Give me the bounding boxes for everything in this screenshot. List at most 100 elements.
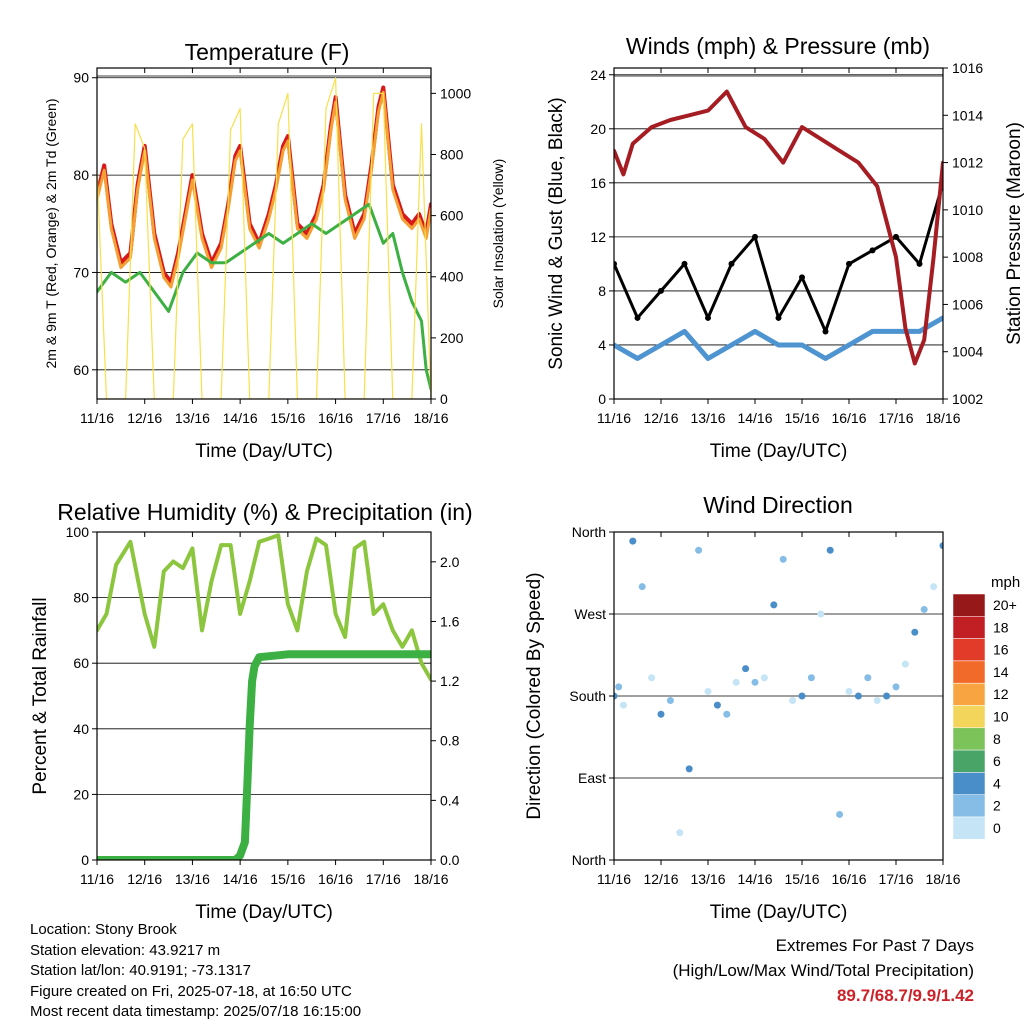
y-right-tick-label: 800	[440, 146, 464, 162]
y-axis-label: Percent & Total Rainfall	[30, 597, 51, 794]
extremes-subtitle: (High/Low/Max Wind/Total Precipitation)	[672, 961, 974, 980]
colorbar-label: 16	[993, 642, 1009, 658]
y-tick-label: 12	[590, 229, 606, 245]
x-tick-label: 17/16	[878, 871, 913, 887]
direction-point	[779, 555, 787, 563]
chart-title: Temperature (F)	[185, 39, 350, 65]
extremes-values: 89.7/68.7/9.9/1.42	[836, 986, 974, 1005]
x-tick-label: 11/16	[80, 871, 114, 887]
gust-point	[775, 314, 782, 321]
x-tick-label: 14/16	[223, 410, 258, 426]
colorbar-swatch	[952, 660, 986, 684]
x-tick-label: 18/16	[413, 410, 448, 426]
direction-point	[695, 546, 703, 554]
direction-point	[817, 610, 825, 618]
colorbar-label: 4	[993, 775, 1001, 791]
y-tick-label: 8	[598, 283, 606, 299]
direction-point	[939, 542, 943, 550]
created-text: Figure created on Fri, 2025-07-18, at 16…	[30, 982, 352, 1000]
direction-point	[685, 765, 693, 773]
y-tick-label: 90	[73, 70, 89, 86]
gust-line	[614, 181, 943, 333]
x-tick-label: 13/16	[690, 410, 725, 426]
x-tick-label: 15/16	[784, 410, 819, 426]
x-tick-label: 13/16	[175, 410, 210, 426]
direction-point	[864, 674, 872, 682]
direction-point	[770, 601, 778, 609]
x-axis-label: Time (Day/UTC)	[195, 902, 333, 923]
sonic-wind-line	[614, 315, 943, 361]
colorbar-label: 18	[993, 619, 1009, 635]
extremes-box: Extremes For Past 7 Days (High/Low/Max W…	[673, 933, 974, 1008]
x-tick-label: 11/16	[597, 871, 631, 887]
x-tick-label: 12/16	[643, 871, 678, 887]
y-right-tick-label: 1012	[952, 155, 983, 171]
9m-t-line	[97, 90, 431, 289]
direction-point	[807, 674, 815, 682]
y-right-tick-label: 1010	[952, 202, 983, 218]
colorbar-label: 20+	[993, 597, 1017, 613]
y-tick-label: 40	[73, 721, 89, 737]
colorbar-swatch	[952, 772, 986, 795]
plot-area	[97, 533, 431, 860]
y-right-tick-label: 1006	[952, 296, 983, 312]
y-right-tick-label: 0.8	[440, 733, 460, 749]
y-right-tick-label: 1016	[952, 60, 983, 76]
latlon-text: Station lat/lon: 40.9191; -73.1317	[30, 962, 252, 979]
y-tick-label: West	[574, 606, 606, 622]
y-tick-label: 16	[590, 175, 606, 191]
colorbar-swatch	[952, 794, 986, 818]
x-axis-label: Time (Day/UTC)	[710, 441, 848, 462]
y-tick-label: 60	[73, 362, 89, 378]
x-tick-label: 16/16	[318, 410, 353, 426]
colorbar-swatch	[952, 749, 986, 773]
plot-frame	[96, 531, 432, 861]
direction-point	[845, 687, 853, 695]
colorbar-label: 12	[993, 686, 1009, 702]
elevation-text: Station elevation: 43.9217 m	[30, 941, 221, 959]
direction-point	[614, 692, 618, 700]
colorbar-swatch	[952, 682, 986, 706]
y-tick-label: North	[572, 852, 606, 868]
x-axis-label: Time (Day/UTC)	[710, 902, 848, 923]
colorbar-swatch	[952, 816, 986, 840]
panel-4: Wind Direction North East South West North 11/…	[524, 492, 1020, 923]
plot-area	[97, 77, 431, 399]
colorbar-label: 0	[993, 820, 1001, 836]
direction-point	[930, 583, 938, 591]
y-tick-label: 70	[73, 264, 89, 280]
direction-point	[836, 810, 844, 818]
plot-area	[614, 537, 943, 837]
x-tick-label: 16/16	[831, 410, 866, 426]
direction-point	[732, 678, 740, 686]
x-tick-label: 15/16	[270, 410, 305, 426]
y-right-axis-label: Station Pressure (Maroon)	[1004, 122, 1024, 345]
station-pressure-line	[614, 89, 943, 366]
chart-title: Winds (mph) & Pressure (mb)	[626, 33, 930, 59]
direction-point	[638, 583, 646, 591]
y-right-tick-label: 1.6	[440, 613, 460, 629]
x-tick-label: 12/16	[127, 871, 162, 887]
total-precipitation-line	[97, 650, 431, 860]
colorbar-label: 6	[993, 753, 1001, 769]
direction-point	[742, 665, 750, 673]
y-right-tick-label: 2.0	[440, 554, 460, 570]
y-right-tick-label: 1014	[952, 107, 983, 123]
x-tick-label: 16/16	[318, 871, 353, 887]
colorbar-title: mph	[991, 574, 1020, 591]
relative-humidity-line	[97, 533, 431, 682]
y-tick-label: 100	[66, 524, 90, 540]
x-tick-label: 14/16	[737, 871, 772, 887]
y-right-tick-label: 1008	[952, 249, 983, 265]
gust-point	[681, 260, 688, 267]
y-tick-label: 20	[590, 121, 606, 137]
x-tick-label: 11/16	[80, 410, 114, 426]
chart-title: Relative Humidity (%) & Precipitation (i…	[57, 499, 472, 525]
direction-point	[911, 628, 919, 636]
x-tick-label: 11/16	[597, 410, 631, 426]
x-tick-label: 15/16	[784, 871, 819, 887]
direction-point	[798, 692, 806, 700]
direction-point	[920, 605, 928, 613]
y-right-axis-label: Solar Insolation (Yellow)	[490, 159, 506, 309]
direction-point	[713, 701, 721, 709]
